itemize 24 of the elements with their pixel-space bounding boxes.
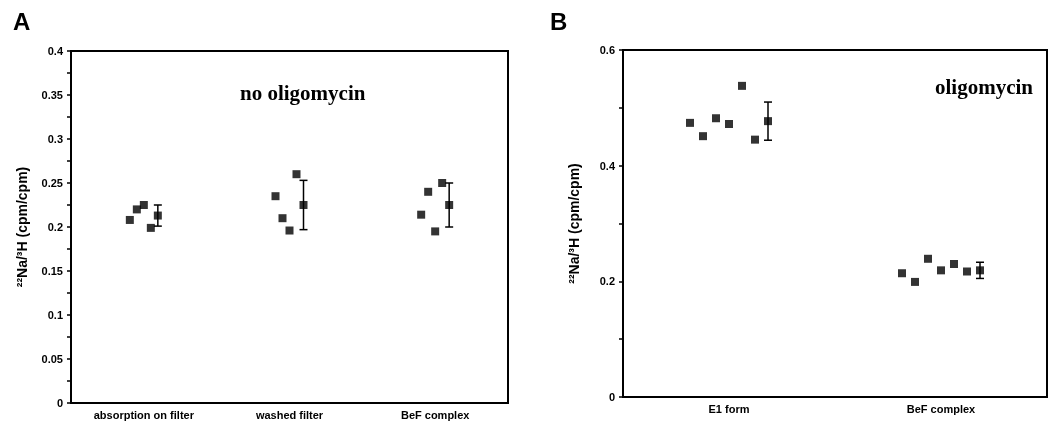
y-axis-title: ²²Na/³H (cpm/cpm): [14, 166, 30, 288]
x-tick-label: E1 form: [708, 402, 750, 415]
y-axis-title: ²²Na/³H (cpm/cpm): [566, 163, 582, 284]
y-tick-label: 0.2: [47, 221, 63, 233]
y-tick-label: 0: [56, 397, 63, 409]
x-tick-label: BeF complex: [906, 402, 977, 415]
y-tick-label: 0.15: [41, 265, 63, 277]
x-tick-label: BeF complex: [400, 408, 471, 421]
y-tick-label: 0.1: [47, 309, 63, 321]
y-tick-label: 0.05: [41, 353, 63, 365]
y-tick-label: 0.35: [41, 89, 63, 101]
chart-title: B: [550, 7, 568, 35]
y-tick-label: 0.6: [599, 44, 615, 56]
annotation: oligomycin: [935, 74, 1034, 99]
x-tick-label: absorption on filter: [93, 408, 195, 421]
y-tick-label: 0.4: [47, 45, 64, 57]
chart-title: A: [13, 7, 31, 35]
y-tick-label: 0.3: [47, 133, 63, 145]
y-tick-label: 0.25: [41, 177, 63, 189]
annotation: no oligomycin: [240, 80, 366, 105]
y-tick-label: 0.2: [599, 275, 615, 288]
x-tick-label: washed filter: [254, 408, 324, 421]
y-tick-label: 0.4: [599, 159, 616, 172]
y-tick-label: 0: [608, 391, 615, 403]
